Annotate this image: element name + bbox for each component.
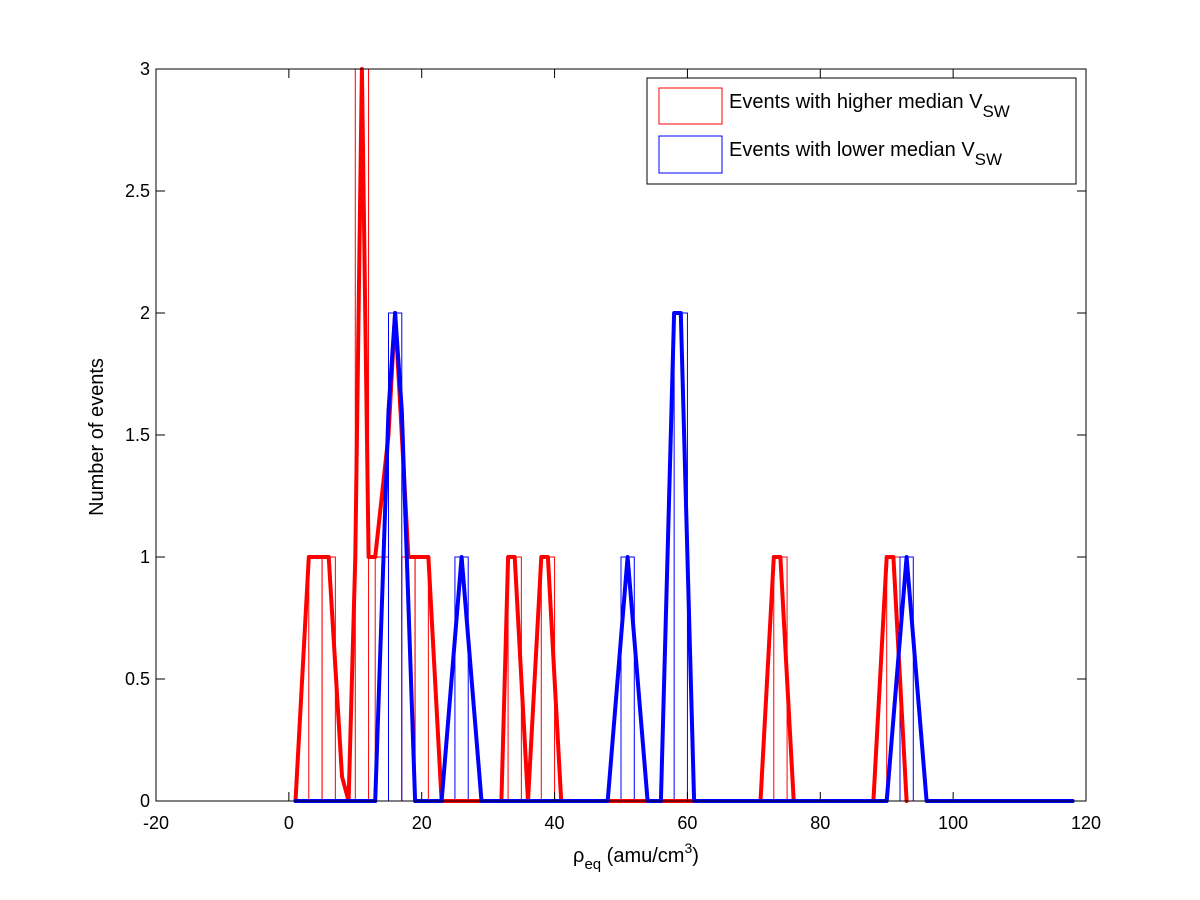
x-axis-label-unit: (amu/cm xyxy=(601,845,684,867)
x-tick-label: 60 xyxy=(677,813,697,833)
y-axis-label: Number of events xyxy=(86,358,108,516)
x-axis-label-superscript: 3 xyxy=(684,840,692,856)
legend-entry-higher: Events with higher median VSW xyxy=(729,91,1010,121)
legend-entry-lower: Events with lower median VSW xyxy=(729,139,1002,169)
y-tick-label: 1.5 xyxy=(125,425,150,445)
x-axis-label-symbol: ρ xyxy=(573,845,584,867)
x-tick-label: -20 xyxy=(143,813,169,833)
blue-series-bars xyxy=(388,312,914,802)
y-tick-label: 2.5 xyxy=(125,181,150,201)
legend-swatch-lower xyxy=(658,135,723,174)
x-tick-label: 100 xyxy=(938,813,968,833)
histogram-bar xyxy=(414,556,429,802)
x-tick-label: 20 xyxy=(412,813,432,833)
legend-entry-lower-text: Events with lower median V xyxy=(729,139,975,161)
y-tick-label: 3 xyxy=(140,59,150,79)
y-tick-label: 0 xyxy=(140,791,150,811)
legend-entry-lower-subscript: SW xyxy=(975,150,1002,169)
x-axis-label: ρeq (amu/cm3) xyxy=(573,840,699,873)
legend-entry-higher-text: Events with higher median V xyxy=(729,91,983,113)
x-tick-label: 0 xyxy=(284,813,294,833)
x-tick-label: 120 xyxy=(1071,813,1101,833)
histogram-bar xyxy=(321,556,336,802)
x-axis-label-subscript: eq xyxy=(584,856,601,873)
y-tick-label: 1 xyxy=(140,547,150,567)
y-tick-label: 2 xyxy=(140,303,150,323)
x-axis-label-close: ) xyxy=(692,845,699,867)
legend: Events with higher median VSW Events wit… xyxy=(646,77,1077,185)
legend-swatch-higher xyxy=(658,87,723,125)
histogram-bar xyxy=(673,312,688,802)
histogram-bar xyxy=(308,556,323,802)
legend-entry-higher-subscript: SW xyxy=(982,102,1009,121)
x-tick-label: 80 xyxy=(810,813,830,833)
y-tick-label: 0.5 xyxy=(125,669,150,689)
x-tick-label: 40 xyxy=(545,813,565,833)
legend-box xyxy=(646,77,1077,185)
